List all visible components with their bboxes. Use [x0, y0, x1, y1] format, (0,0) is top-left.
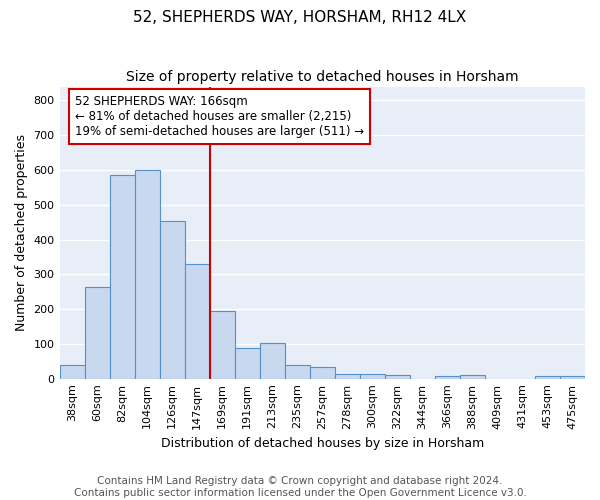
Text: 52 SHEPHERDS WAY: 166sqm
← 81% of detached houses are smaller (2,215)
19% of sem: 52 SHEPHERDS WAY: 166sqm ← 81% of detach… [76, 96, 364, 138]
Bar [110, 175, 134, 378]
Bar [285, 366, 310, 378]
Title: Size of property relative to detached houses in Horsham: Size of property relative to detached ho… [126, 70, 518, 84]
Bar [209, 310, 235, 378]
Bar [560, 376, 585, 378]
Bar [85, 286, 110, 378]
Bar [335, 374, 360, 378]
Bar [360, 374, 385, 378]
Bar [59, 366, 85, 378]
Text: Contains HM Land Registry data © Crown copyright and database right 2024.
Contai: Contains HM Land Registry data © Crown c… [74, 476, 526, 498]
Bar [385, 375, 410, 378]
X-axis label: Distribution of detached houses by size in Horsham: Distribution of detached houses by size … [161, 437, 484, 450]
Bar [535, 376, 560, 378]
Bar [435, 376, 460, 378]
Bar [185, 264, 209, 378]
Text: 52, SHEPHERDS WAY, HORSHAM, RH12 4LX: 52, SHEPHERDS WAY, HORSHAM, RH12 4LX [133, 10, 467, 25]
Bar [134, 170, 160, 378]
Bar [460, 375, 485, 378]
Bar [310, 367, 335, 378]
Bar [235, 348, 260, 378]
Bar [160, 222, 185, 378]
Y-axis label: Number of detached properties: Number of detached properties [15, 134, 28, 331]
Bar [260, 343, 285, 378]
